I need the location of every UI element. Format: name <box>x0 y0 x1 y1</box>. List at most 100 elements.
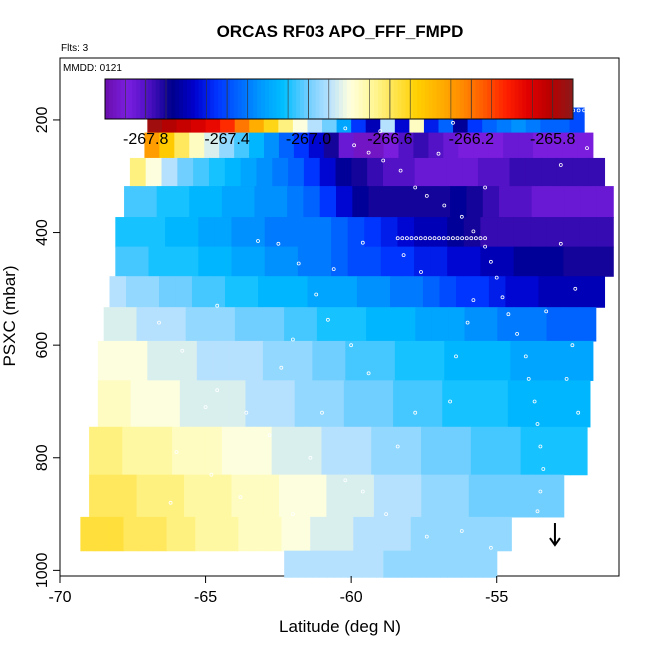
flight-track-point <box>469 236 474 241</box>
heatmap-cell <box>554 276 573 308</box>
sample-point <box>488 259 493 264</box>
heatmap-cell <box>414 157 432 187</box>
heatmap-cell <box>430 217 448 248</box>
heatmap-cell <box>256 157 273 187</box>
heatmap-cell <box>352 186 370 218</box>
colorbar-swatch <box>241 79 246 119</box>
y-tick-label: 800 <box>34 444 51 471</box>
colorbar-swatch <box>339 79 344 119</box>
colorbar-swatch <box>206 79 211 119</box>
colorbar-swatch <box>276 79 281 119</box>
heatmap-cell <box>188 426 206 476</box>
heatmap-cell <box>415 307 433 342</box>
heatmap-cell <box>208 157 226 187</box>
colorbar-swatch <box>557 79 562 119</box>
heatmap-cell <box>288 426 306 476</box>
heatmap-cell <box>257 276 276 308</box>
heatmap-cell <box>205 186 223 218</box>
sample-point <box>360 240 365 245</box>
heatmap-cell <box>177 157 194 187</box>
heatmap-cell <box>521 276 540 308</box>
heatmap-cell <box>573 380 591 428</box>
colorbar-swatch <box>307 79 313 119</box>
heatmap-cell <box>389 276 408 308</box>
heatmap-cell <box>515 186 533 218</box>
heatmap-cell <box>482 516 498 552</box>
heatmap-cell <box>214 246 233 277</box>
colorbar-swatch <box>452 79 457 119</box>
heatmap-cell <box>180 516 196 552</box>
heatmap-cell <box>532 474 549 518</box>
heatmap-cell <box>461 550 469 578</box>
colorbar-swatch <box>331 79 336 119</box>
heatmap-cell <box>122 426 140 476</box>
colorbar-tick-label: -266.6 <box>367 131 412 148</box>
heatmap-cell <box>314 246 332 277</box>
heatmap-cell <box>247 474 264 518</box>
heatmap-cell <box>278 132 295 159</box>
heatmap-cell <box>353 132 370 159</box>
heatmap-cell <box>443 132 459 159</box>
heatmap-cell <box>224 157 242 187</box>
heatmap-cell <box>389 474 407 518</box>
heatmap-cell <box>431 307 449 342</box>
heatmap-cell <box>425 516 441 552</box>
heatmap-cell <box>513 246 531 277</box>
heatmap-cell <box>196 380 214 428</box>
sample-point <box>413 185 418 190</box>
heatmap-cell <box>579 307 597 342</box>
colorbar-swatch <box>432 79 437 119</box>
heatmap-cell <box>261 380 279 428</box>
heatmap-cell <box>114 380 132 428</box>
heatmap-cell <box>238 426 256 476</box>
colorbar-swatch <box>237 79 242 119</box>
heatmap-cell <box>367 157 384 187</box>
colorbar-swatch <box>491 79 496 119</box>
sample-point <box>349 343 354 348</box>
heatmap-cell <box>198 217 216 248</box>
colorbar-swatch <box>183 79 188 119</box>
heatmap-cell <box>195 516 211 552</box>
heatmap-cell <box>380 246 399 277</box>
colorbar-swatch <box>105 79 110 119</box>
heatmap-cell <box>165 246 183 277</box>
sample-point <box>381 158 386 163</box>
colorbar-tick-label: -266.2 <box>449 131 494 148</box>
heatmap-cell <box>518 132 534 159</box>
heatmap-cell <box>351 157 368 187</box>
heatmap-cell <box>452 474 470 518</box>
heatmap-cell <box>460 340 478 381</box>
colorbar-swatch <box>498 79 504 119</box>
heatmap-cell <box>115 217 133 248</box>
heatmap-cell <box>287 186 304 218</box>
heatmap-cell <box>446 157 463 187</box>
heatmap-cell <box>278 474 296 518</box>
heatmap-cell <box>319 157 337 187</box>
heatmap-cell <box>255 426 273 476</box>
heatmap-cell <box>571 276 589 308</box>
colorbar-swatch <box>233 79 239 119</box>
colorbar-swatch <box>108 79 114 119</box>
heatmap-cell <box>184 474 201 518</box>
heatmap-cell <box>297 217 316 248</box>
heatmap-cell <box>559 340 577 381</box>
sample-point <box>564 376 569 381</box>
sample-point <box>401 253 406 258</box>
heatmap-cell <box>533 132 549 159</box>
colorbar-swatch <box>553 79 558 119</box>
heatmap-cell <box>196 340 214 381</box>
colorbar-swatch <box>444 79 449 119</box>
heatmap-cell <box>491 380 509 428</box>
heatmap-cell <box>152 474 169 518</box>
heatmap-cell <box>308 132 325 159</box>
sample-point <box>442 203 447 208</box>
heatmap-cell <box>480 307 498 342</box>
heatmap-cell <box>333 550 342 578</box>
heatmap-cell <box>166 516 182 552</box>
heatmap-cell <box>89 426 107 476</box>
heatmap-cell <box>447 246 465 277</box>
heatmap-cell <box>513 217 531 248</box>
colorbar-swatch <box>171 79 176 119</box>
heatmap-cell <box>430 246 448 277</box>
heatmap-cell <box>284 307 302 342</box>
